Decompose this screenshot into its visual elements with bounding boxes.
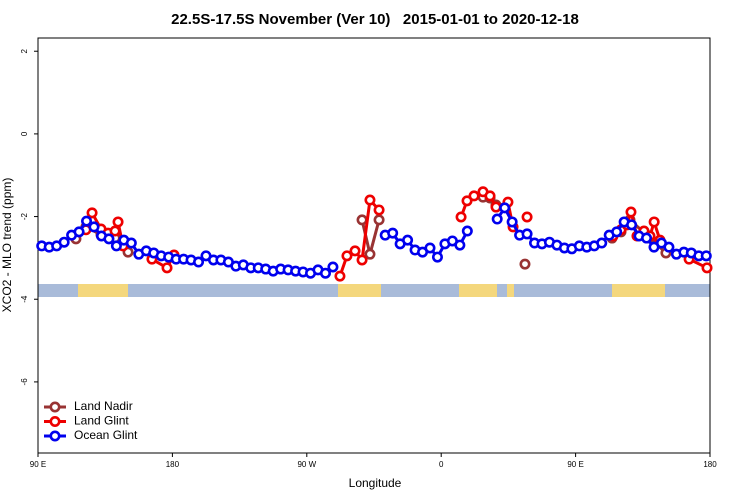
point	[490, 201, 502, 213]
y-tick-label: -2	[20, 212, 29, 220]
point	[334, 270, 346, 282]
point	[663, 241, 675, 253]
point	[373, 204, 385, 216]
x-tick-label: 180	[166, 460, 180, 469]
plot-frame	[37, 37, 711, 454]
point	[499, 202, 511, 214]
point	[103, 233, 115, 245]
point	[402, 234, 414, 246]
point	[625, 206, 637, 218]
point	[431, 251, 443, 263]
land-strip	[459, 284, 497, 297]
y-tick-label: -4	[20, 295, 29, 303]
legend-label: Ocean Glint	[74, 428, 138, 442]
land-mask	[38, 284, 710, 297]
point	[455, 211, 467, 223]
point	[424, 242, 436, 254]
y-axis-label: XCO2 - MLO trend (ppm)	[0, 178, 14, 313]
point	[596, 237, 608, 249]
point	[327, 261, 339, 273]
legend-marker	[49, 415, 61, 427]
point	[73, 226, 85, 238]
point	[626, 219, 638, 231]
point	[125, 237, 137, 249]
point	[461, 195, 473, 207]
x-tick-label: 90 E	[30, 460, 46, 469]
point	[161, 262, 173, 274]
point	[193, 256, 205, 268]
point	[484, 190, 496, 202]
legend-label: Land Glint	[74, 414, 129, 428]
point	[387, 227, 399, 239]
point	[648, 216, 660, 228]
land-strip	[612, 284, 665, 297]
point	[110, 240, 122, 252]
point	[319, 267, 331, 279]
point	[112, 216, 124, 228]
land-strip	[507, 284, 514, 297]
point	[521, 228, 533, 240]
legend-marker	[49, 401, 61, 413]
point	[611, 226, 623, 238]
y-tick-label: -6	[20, 378, 29, 386]
point	[519, 258, 531, 270]
x-tick-label: 0	[439, 460, 444, 469]
point	[701, 262, 713, 274]
chart-title: 22.5S-17.5S November (Ver 10) 2015-01-01…	[171, 11, 579, 28]
x-tick-label: 90 E	[567, 460, 583, 469]
point	[349, 245, 361, 257]
point	[88, 221, 100, 233]
point	[521, 211, 533, 223]
point	[373, 214, 385, 226]
land-strip	[78, 284, 128, 297]
point	[86, 207, 98, 219]
point	[58, 236, 70, 248]
point	[454, 239, 466, 251]
point	[341, 250, 353, 262]
point	[700, 250, 712, 262]
y-tick-label: 0	[20, 131, 29, 136]
point	[641, 232, 653, 244]
point	[506, 216, 518, 228]
x-tick-label: 180	[703, 460, 717, 469]
legend-label: Land Nadir	[74, 399, 133, 413]
point	[461, 225, 473, 237]
legend-marker	[49, 430, 61, 442]
point	[356, 254, 368, 266]
point	[81, 215, 93, 227]
land-strip	[338, 284, 381, 297]
point	[491, 213, 503, 225]
y-tick-label: 2	[20, 48, 29, 53]
point	[364, 194, 376, 206]
point	[356, 214, 368, 226]
point	[109, 225, 121, 237]
x-axis-label: Longitude	[349, 476, 402, 490]
point	[364, 248, 376, 260]
x-tick-label: 90 W	[297, 460, 316, 469]
point	[468, 190, 480, 202]
